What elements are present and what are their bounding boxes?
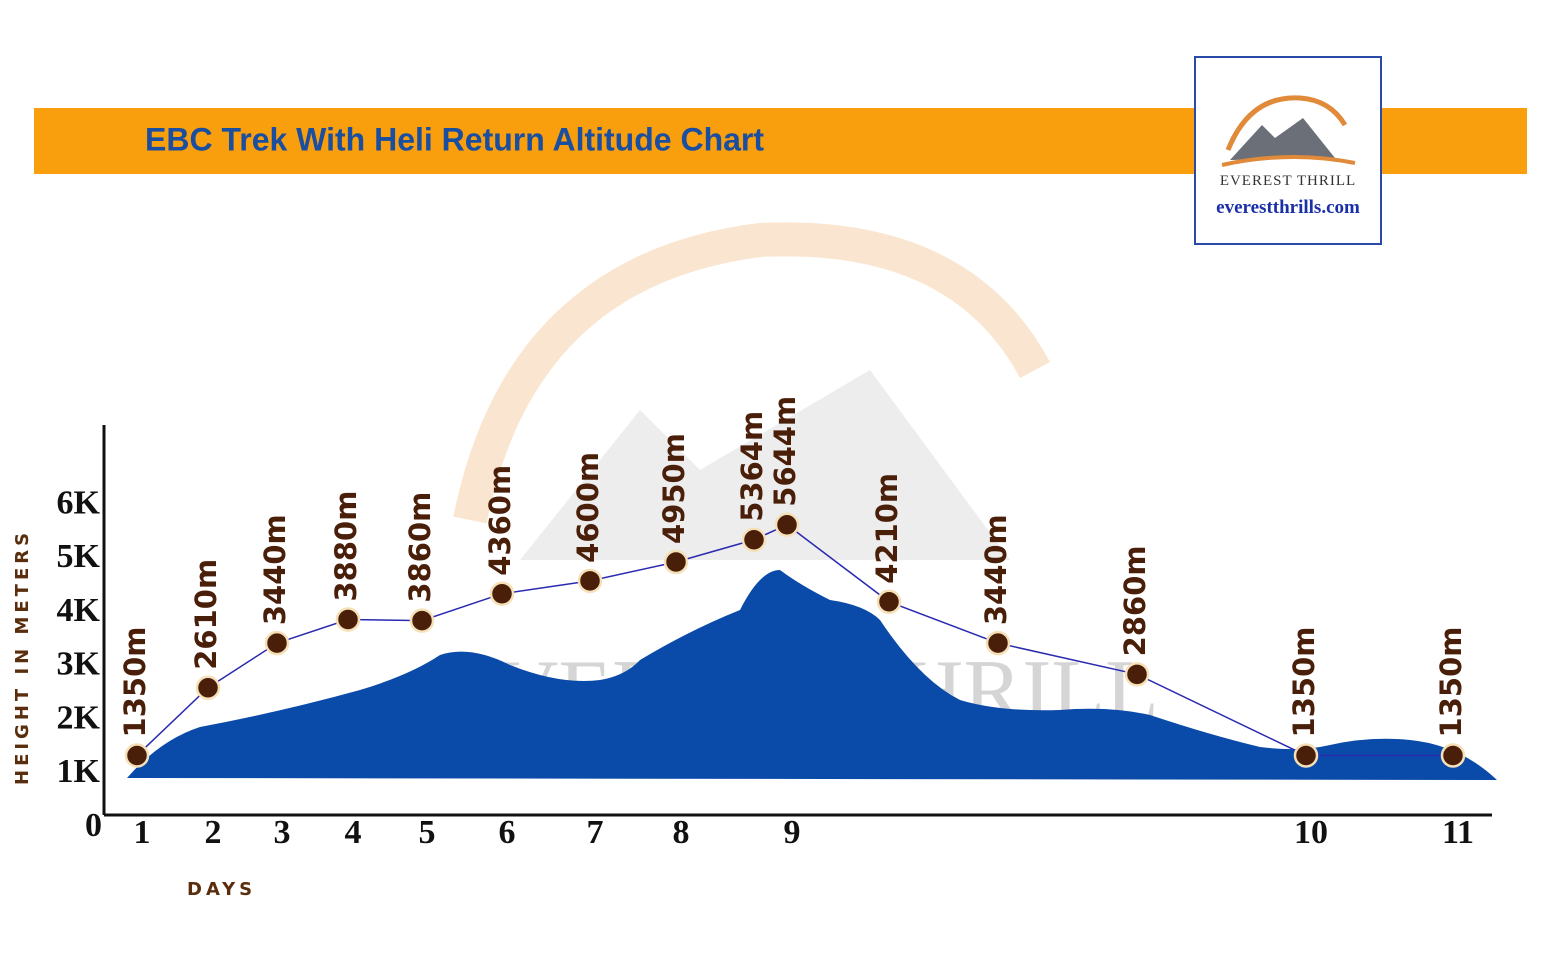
value-label: 2860m xyxy=(1118,545,1152,656)
point xyxy=(124,743,150,768)
y-tick-label: 0 xyxy=(85,807,102,844)
y-axis-label: HEIGHT IN METERS xyxy=(12,529,33,785)
value-label: 4950m xyxy=(657,433,691,544)
point xyxy=(741,527,767,553)
point xyxy=(663,549,689,575)
x-tick-label: 11 xyxy=(1442,814,1474,851)
value-label: 3440m xyxy=(979,514,1013,625)
y-tick-label: 1K xyxy=(57,753,101,790)
y-tick-label: 3K xyxy=(57,646,101,683)
y-tick-label: 2K xyxy=(57,699,101,736)
point xyxy=(774,512,800,537)
value-label: 2610m xyxy=(189,559,223,670)
logo-url: everestthrills.com xyxy=(1216,197,1360,218)
x-tick-label: 3 xyxy=(274,814,291,851)
x-tick-label: 8 xyxy=(673,814,690,851)
point xyxy=(264,630,290,656)
logo-mountain xyxy=(1230,118,1335,160)
value-label: 5644m xyxy=(768,396,802,507)
value-label: 3440m xyxy=(258,514,292,625)
x-tick-label: 7 xyxy=(587,814,604,851)
point xyxy=(985,630,1011,656)
value-label: 3880m xyxy=(329,491,363,602)
x-tick-label: 10 xyxy=(1294,814,1328,851)
x-tick-label: 9 xyxy=(784,814,801,851)
point xyxy=(1293,743,1319,768)
x-tick-label: 1 xyxy=(134,814,151,851)
watermark-mountain xyxy=(520,370,1010,560)
x-tick-label: 5 xyxy=(419,814,436,851)
y-tick-label: 5K xyxy=(57,538,101,575)
point xyxy=(335,607,361,632)
x-tick-label: 6 xyxy=(499,814,516,851)
logo-swoosh xyxy=(1221,155,1356,167)
x-tick-label: 4 xyxy=(345,814,362,851)
y-tick-label: 6K xyxy=(57,484,101,521)
x-axis-label: DAYS xyxy=(187,879,256,900)
value-label: 5364m xyxy=(735,411,769,522)
value-label: 4600m xyxy=(571,452,605,563)
value-label: 3860m xyxy=(403,492,437,603)
logo-arc xyxy=(1225,95,1348,151)
chart-title: EBC Trek With Heli Return Altitude Chart xyxy=(145,121,764,157)
watermark-arc xyxy=(453,222,1050,524)
value-label: 4210m xyxy=(870,473,904,584)
x-tick-label: 2 xyxy=(205,814,222,851)
point xyxy=(876,589,902,615)
y-tick-label: 4K xyxy=(57,592,101,629)
value-label: 1350m xyxy=(118,627,152,738)
terrain xyxy=(127,570,1497,780)
point xyxy=(489,581,515,606)
value-label: 4360m xyxy=(483,465,517,576)
point xyxy=(195,675,221,701)
value-label: 1350m xyxy=(1434,627,1468,738)
value-label: 1350m xyxy=(1287,627,1321,738)
point xyxy=(1124,662,1150,687)
point xyxy=(577,568,603,594)
point xyxy=(409,608,435,633)
point xyxy=(1440,743,1466,768)
logo-name: EVEREST THRILL xyxy=(1220,173,1356,189)
